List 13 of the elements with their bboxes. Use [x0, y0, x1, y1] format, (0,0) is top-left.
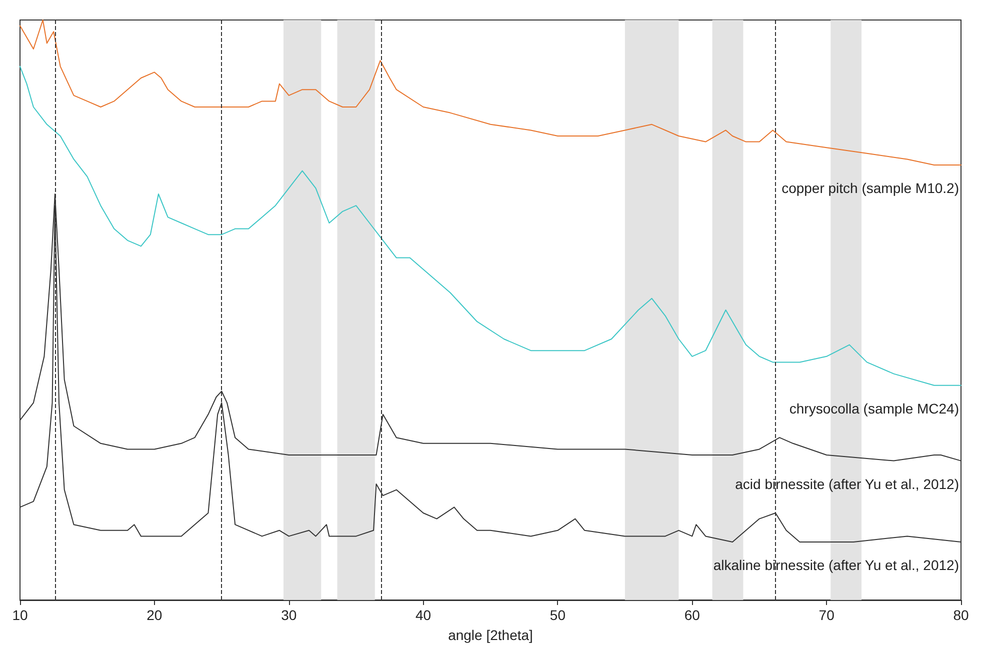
- x-tick-label: 20: [146, 607, 162, 623]
- series-label: chrysocolla (sample MC24): [789, 400, 959, 416]
- x-tick-label: 10: [12, 607, 28, 623]
- x-tick-label: 40: [415, 607, 432, 623]
- x-tick-label: 50: [550, 607, 566, 623]
- series-label: copper pitch (sample M10.2): [782, 180, 959, 196]
- x-tick-label: 30: [281, 607, 297, 623]
- series-label: acid birnessite (after Yu et al., 2012): [735, 476, 959, 492]
- x-tick-label: 60: [684, 607, 700, 623]
- x-tick-label: 80: [953, 607, 969, 623]
- series-label: alkaline birnessite (after Yu et al., 2012): [713, 557, 959, 573]
- x-axis-title: angle [2theta]: [448, 627, 533, 643]
- x-tick-label: 70: [818, 607, 835, 623]
